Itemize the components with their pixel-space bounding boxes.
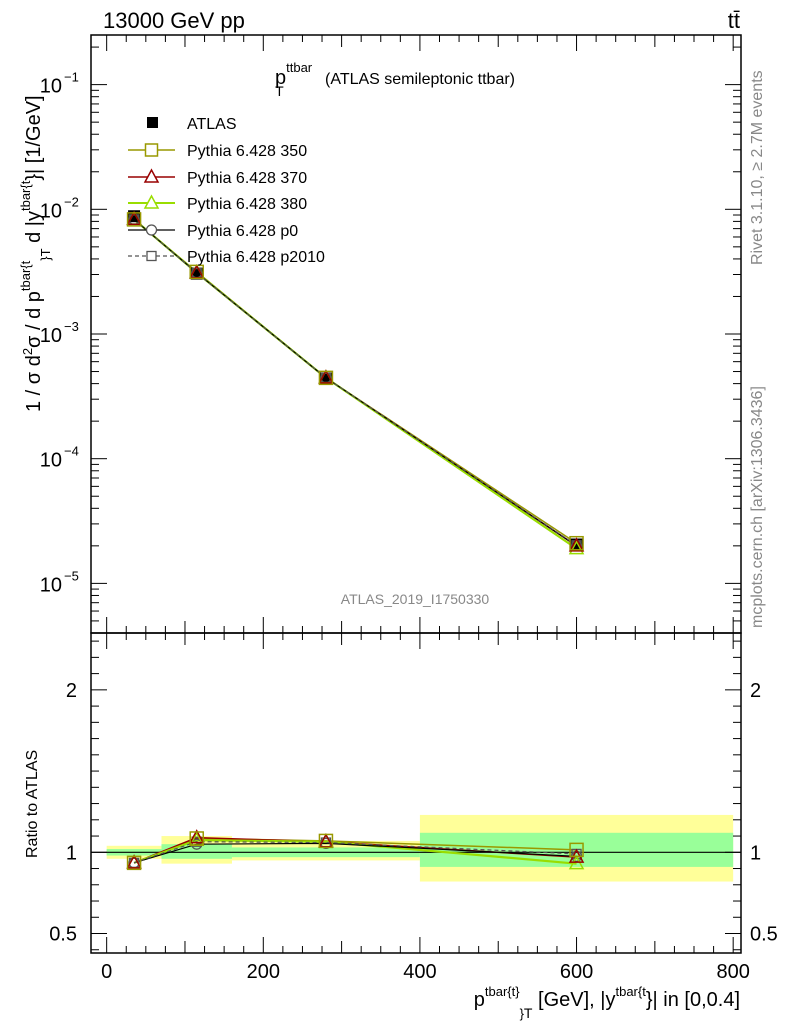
main-line-p2010: [133, 218, 577, 546]
ratio-y-tick-label-left: 1: [66, 842, 77, 864]
ratio-y-tick-label-left: 2: [66, 680, 77, 702]
ratio-band-green: [161, 844, 232, 859]
main-y-tick-labels: 10−110−210−310−410−5: [40, 70, 79, 597]
legend-entry-p380: Pythia 6.428 380: [128, 194, 307, 213]
legend-entry-p2010: Pythia 6.428 p2010: [128, 249, 325, 266]
legend-label-p350: Pythia 6.428 350: [187, 143, 307, 160]
main-axis-ticks: [91, 35, 741, 634]
ratio-panel: 2 21 10.5 0.5 0 200 400 600 800 Ratio to ATLAS …: [24, 632, 778, 1021]
legend-marker-p2010: [146, 250, 157, 262]
main-point-p370: [126, 210, 142, 226]
main-y-tick-label-exponent: −2: [64, 194, 79, 209]
legend-label-p2010: Pythia 6.428 p2010: [187, 249, 325, 266]
ratio-y-tick-labels: 2 2 1 1 0.5 0.5: [49, 680, 778, 946]
legend-entry-p0: Pythia 6.428 p0: [128, 223, 298, 240]
main-point-p350: [126, 212, 142, 227]
main-panel: 10−110−210−310−410−5 pttbar T (ATLAS semi…: [18, 34, 742, 634]
ratio-line-p380: [133, 839, 577, 865]
main-y-tick-label-exponent: −3: [64, 319, 79, 334]
main-point-p350: [189, 264, 204, 280]
x-tick-label: 200: [247, 961, 280, 983]
ratio-y-tick-label-right: 2: [750, 680, 761, 702]
legend-entry-p370: Pythia 6.428 370: [128, 168, 307, 187]
main-y-tick-label: 10: [40, 76, 62, 98]
main-point-p350: [569, 535, 584, 551]
ratio-y-tick-label-left: 0.5: [49, 924, 77, 946]
x-tick-labels: 0 200 400 600 800: [101, 961, 750, 983]
legend-entry-atlas: ATLAS: [147, 116, 237, 133]
main-series-markers: [126, 210, 585, 555]
ratio-line-p0: [133, 842, 577, 864]
x-tick-label: 800: [716, 961, 749, 983]
rivet-label: Rivet 3.1.10, ≥ 2.7M events: [749, 70, 766, 265]
main-point-p380: [568, 540, 585, 555]
ratio-point-p350: [189, 831, 204, 846]
ratio-y-tick-label-right: 1: [750, 842, 761, 864]
legend-label-atlas: ATLAS: [187, 116, 237, 133]
ratio-point-p350: [318, 833, 334, 849]
ratio-y-tick-label-right: 0.5: [750, 924, 778, 946]
legend: ATLAS Pythia 6.428 350 Pythia 6.428 370 …: [128, 116, 325, 266]
analysis-watermark: ATLAS_2019_I1750330: [341, 591, 490, 607]
ratio-series-markers: [126, 829, 585, 871]
ratio-point-p350: [569, 842, 584, 858]
ratio-axis-ticks: [91, 633, 741, 953]
main-title: pttbar T: [275, 60, 313, 99]
main-y-axis-label: 1 / σ d2σ / d ptbar{t}T d |ytbar{t}| [1/…: [18, 95, 53, 412]
energy-label: 13000 GeV pp: [103, 8, 245, 33]
legend-marker-p380: [143, 194, 160, 209]
main-y-tick-label-exponent: −1: [64, 70, 79, 85]
main-point-p370: [568, 537, 585, 552]
main-point-p370: [318, 369, 334, 384]
mcplots-label: mcplots.cern.ch [arXiv:1306.3436]: [749, 386, 766, 628]
x-axis-label: ptbar{t}}T [GeV], |ytbar{t}| in [0,0.4]: [474, 984, 740, 1021]
ratio-y-axis-label: Ratio to ATLAS: [24, 750, 41, 858]
x-tick-label: 400: [403, 961, 436, 983]
legend-label-p380: Pythia 6.428 380: [187, 196, 307, 213]
ratio-point-p370: [188, 829, 205, 844]
ratio-point-p370: [126, 854, 142, 869]
legend-marker-p0: [145, 224, 158, 236]
legend-marker-p370: [143, 168, 160, 183]
main-y-tick-label: 10: [40, 574, 62, 596]
main-y-tick-label: 10: [40, 450, 62, 472]
main-y-tick-label: 10: [40, 200, 62, 222]
legend-entry-p350: Pythia 6.428 350: [128, 143, 307, 160]
legend-label-p0: Pythia 6.428 p0: [187, 223, 298, 240]
ratio-series-lines: [133, 836, 577, 865]
x-tick-label: 0: [101, 961, 112, 983]
main-title-description: (ATLAS semileptonic ttbar): [325, 71, 515, 88]
main-y-tick-label-exponent: −5: [64, 568, 79, 583]
ratio-frame: [90, 632, 742, 954]
x-tick-label: 600: [560, 961, 593, 983]
main-y-tick-label-exponent: −4: [64, 444, 79, 459]
main-point-p350: [318, 370, 334, 386]
process-label: tt̄: [728, 8, 740, 33]
legend-marker-atlas: [147, 117, 158, 128]
main-y-tick-label: 10: [40, 325, 62, 347]
main-series-lines: [133, 218, 578, 550]
legend-label-p370: Pythia 6.428 370: [187, 170, 307, 187]
legend-marker-p350: [144, 143, 159, 157]
ratio-point-p350: [126, 855, 142, 871]
